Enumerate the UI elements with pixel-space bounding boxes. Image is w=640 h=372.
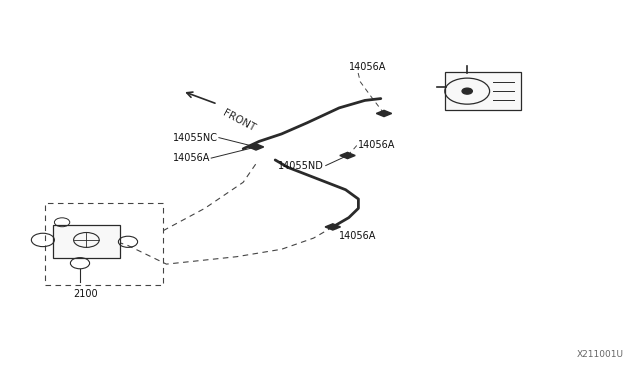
Polygon shape xyxy=(325,224,340,230)
FancyBboxPatch shape xyxy=(53,225,120,258)
Text: FRONT: FRONT xyxy=(221,108,257,133)
Text: 2100: 2100 xyxy=(74,289,98,299)
Text: 14055NC: 14055NC xyxy=(173,133,218,142)
FancyBboxPatch shape xyxy=(445,72,521,110)
Text: 14056A: 14056A xyxy=(358,140,396,150)
Circle shape xyxy=(462,88,472,94)
Text: X211001U: X211001U xyxy=(577,350,624,359)
Polygon shape xyxy=(376,110,392,116)
Text: 14056A: 14056A xyxy=(349,62,386,72)
Text: 14056A: 14056A xyxy=(173,153,210,163)
Text: 14055ND: 14055ND xyxy=(278,161,324,170)
Polygon shape xyxy=(248,144,264,150)
Text: 14056A: 14056A xyxy=(339,231,376,241)
Polygon shape xyxy=(340,153,355,158)
